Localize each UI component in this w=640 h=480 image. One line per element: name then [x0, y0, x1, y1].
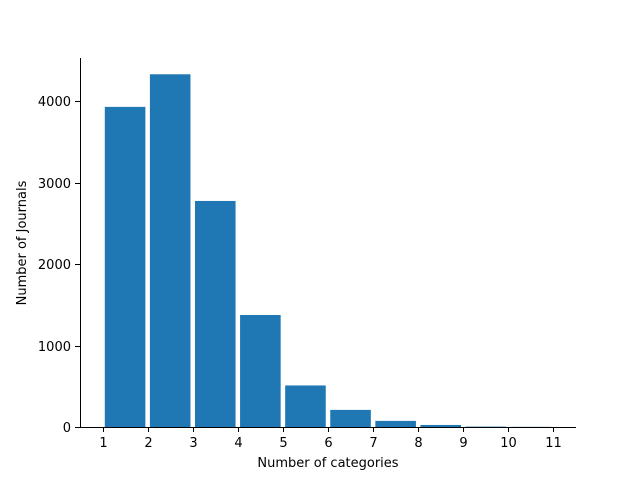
y-tick-label-4000: 4000 — [38, 95, 71, 110]
x-tick-label-2: 2 — [144, 436, 152, 451]
y-tick-label-0: 0 — [63, 421, 71, 436]
bars-group — [104, 74, 552, 428]
y-axis-label: Number of Journals — [15, 180, 30, 305]
y-ticks-group: 0 1000 2000 3000 4000 — [38, 95, 80, 436]
x-tick-label-9: 9 — [459, 436, 467, 451]
y-tick-label-2000: 2000 — [38, 258, 71, 273]
x-ticks-group: 1 2 3 4 5 6 7 8 9 10 11 — [99, 427, 562, 451]
x-tick-label-10: 10 — [500, 436, 517, 451]
y-tick-label-3000: 3000 — [38, 177, 71, 192]
bar-4-5 — [240, 314, 281, 427]
x-tick-label-4: 4 — [234, 436, 242, 451]
x-tick-label-3: 3 — [189, 436, 197, 451]
x-tick-label-11: 11 — [545, 436, 562, 451]
bar-5-6 — [285, 385, 326, 427]
bar-1-2 — [104, 106, 146, 427]
x-axis-label: Number of categories — [257, 456, 398, 471]
x-tick-label-6: 6 — [324, 436, 332, 451]
x-tick-label-5: 5 — [279, 436, 287, 451]
x-tick-label-1: 1 — [99, 436, 107, 451]
x-tick-label-8: 8 — [414, 436, 422, 451]
bar-2-3 — [149, 74, 191, 428]
y-tick-label-1000: 1000 — [38, 340, 71, 355]
bar-6-7 — [330, 409, 371, 427]
x-tick-label-7: 7 — [369, 436, 377, 451]
bar-3-4 — [194, 200, 236, 427]
bar-8-9 — [420, 424, 462, 427]
bar-7-8 — [375, 420, 416, 427]
